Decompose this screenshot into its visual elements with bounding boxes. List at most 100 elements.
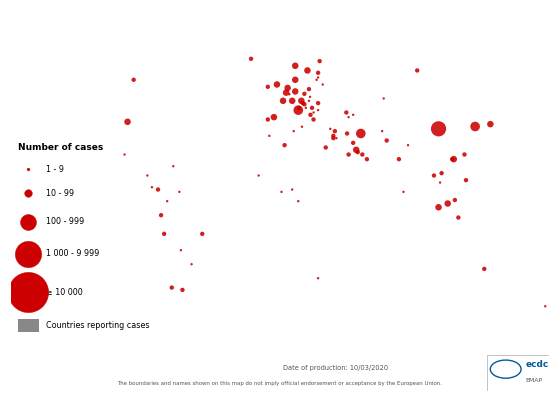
Text: ≥ 10 000: ≥ 10 000 [46, 288, 83, 297]
Point [175, 189, 184, 195]
Point [167, 285, 176, 291]
Point [332, 135, 341, 141]
Point [362, 156, 371, 162]
Point [470, 123, 479, 130]
Point [280, 142, 289, 148]
Point [123, 118, 132, 125]
Point [329, 135, 338, 141]
Point [147, 184, 156, 190]
Point [315, 58, 324, 64]
Point [356, 130, 365, 137]
Point [295, 105, 304, 111]
Point [379, 95, 388, 102]
Point [300, 101, 309, 108]
Point [294, 198, 303, 204]
Point [448, 156, 457, 162]
Point [342, 109, 351, 116]
Point [352, 147, 361, 153]
Point [254, 172, 263, 179]
Point [187, 261, 196, 268]
Point [312, 77, 321, 83]
Point [307, 105, 316, 111]
Text: ecdc: ecdc [525, 360, 549, 369]
Text: The boundaries and names shown on this map do not imply official endorsement or : The boundaries and names shown on this m… [118, 381, 442, 386]
Point [309, 109, 318, 116]
FancyBboxPatch shape [18, 319, 39, 332]
Point [480, 266, 489, 272]
Point [278, 98, 287, 104]
Point [282, 89, 291, 96]
Point [353, 149, 362, 156]
Point [23, 289, 32, 295]
Point [326, 126, 335, 132]
Point [23, 190, 32, 197]
Point [298, 100, 307, 106]
Point [314, 70, 323, 76]
Point [437, 170, 446, 177]
Point [23, 251, 32, 257]
Point [269, 114, 278, 120]
Point [330, 128, 339, 134]
Point [143, 172, 152, 179]
Point [430, 172, 438, 179]
Point [305, 98, 314, 104]
Point [306, 93, 315, 100]
Point [153, 186, 162, 193]
Point [399, 189, 408, 195]
Point [263, 116, 272, 123]
Point [160, 231, 169, 237]
Point [176, 247, 185, 253]
Point [283, 85, 292, 91]
Point [309, 116, 318, 123]
Point [436, 179, 445, 186]
Point [404, 142, 413, 148]
Point [377, 128, 386, 134]
Point [163, 198, 172, 204]
Point [178, 287, 187, 293]
Point [349, 139, 358, 146]
Point [273, 81, 282, 88]
Point [265, 133, 274, 139]
Point [291, 62, 300, 69]
Point [288, 98, 297, 104]
Point [434, 204, 443, 210]
Point [129, 77, 138, 83]
Point [460, 151, 469, 158]
Text: 1 - 9: 1 - 9 [46, 165, 64, 174]
Point [120, 151, 129, 158]
Point [541, 303, 550, 310]
Point [301, 105, 310, 111]
Point [297, 98, 306, 104]
Point [314, 74, 323, 81]
Text: 10 - 99: 10 - 99 [46, 189, 74, 198]
Point [358, 151, 367, 158]
Point [450, 197, 459, 203]
Point [285, 91, 294, 98]
Point [288, 186, 297, 193]
Point [277, 189, 286, 195]
Point [169, 163, 178, 169]
Point [318, 81, 327, 88]
Point [198, 231, 207, 237]
Point [314, 100, 323, 106]
Point [382, 137, 391, 144]
Point [303, 67, 312, 74]
Point [290, 128, 298, 134]
Point [305, 86, 314, 92]
Point [321, 144, 330, 151]
Point [329, 133, 338, 139]
Point [314, 107, 323, 113]
Point [300, 91, 309, 97]
Text: Countries reporting cases: Countries reporting cases [46, 321, 150, 330]
Point [297, 123, 306, 130]
Point [344, 151, 353, 158]
Point [23, 166, 32, 172]
Point [263, 83, 272, 90]
Point [449, 156, 458, 162]
Text: Number of cases: Number of cases [18, 143, 104, 152]
Point [291, 77, 300, 83]
Point [157, 212, 166, 218]
Point [306, 112, 315, 118]
Point [314, 275, 323, 281]
Point [344, 114, 353, 120]
